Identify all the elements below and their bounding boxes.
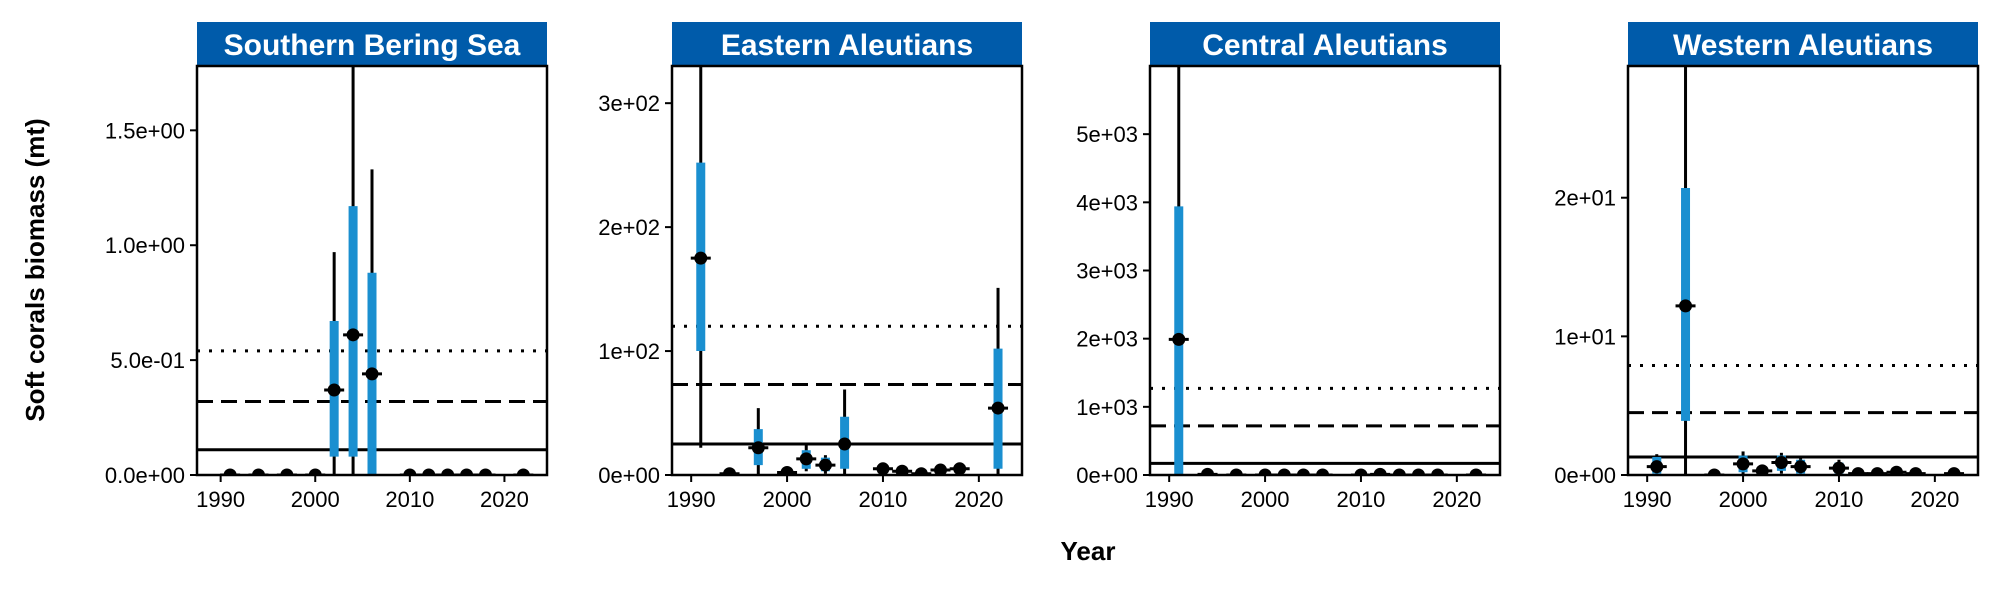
panel-border: [195, 64, 549, 477]
data-point: [1277, 468, 1291, 475]
data-point: [251, 468, 265, 475]
panel-2: Eastern Aleutians 0e+00 1e+02 2e+02 3e+02 199…: [598, 22, 1024, 512]
x-tick-label: 2010: [858, 487, 907, 512]
data-point: [1411, 468, 1425, 475]
data-point: [1707, 468, 1721, 475]
panel-border: [1626, 64, 1980, 477]
data-point: [308, 468, 322, 475]
panel-1: Southern Bering Sea 0.0e+00 5.0e-01 1.0e+00…: [105, 22, 549, 512]
data-point: [1296, 468, 1310, 475]
y-tick-label: 5.0e-01: [110, 348, 185, 373]
y-tick-label: 1.5e+00: [105, 118, 185, 143]
y-tick-label: 2e+02: [598, 215, 660, 240]
data-point: [441, 468, 455, 475]
y-tick-label: 1.0e+00: [105, 233, 185, 258]
y-tick-label: 2e+01: [1554, 186, 1616, 211]
panel-border: [670, 64, 1024, 477]
data-point: [1316, 468, 1330, 475]
x-tick-label: 2020: [1432, 487, 1481, 512]
data-point: [1258, 468, 1272, 475]
x-tick-label: 2020: [1910, 487, 1959, 512]
panel-data: [1150, 66, 1500, 475]
panel-border: [1148, 64, 1502, 477]
panel-title: Central Aleutians: [1202, 29, 1448, 62]
data-point: [479, 468, 493, 475]
data-point: [516, 468, 530, 475]
x-tick-label: 2020: [954, 487, 1003, 512]
panel-title: Western Aleutians: [1673, 29, 1933, 62]
y-tick-label: 0e+00: [1076, 463, 1138, 488]
y-tick-label: 0e+00: [598, 463, 660, 488]
panel-data: [197, 66, 547, 475]
y-tick-label: 0e+00: [1554, 463, 1616, 488]
x-tick-label: 2010: [1814, 487, 1863, 512]
y-axis-title: Soft corals biomass (mt): [20, 118, 50, 421]
x-tick-label: 1990: [667, 487, 716, 512]
y-tick-label: 0.0e+00: [105, 463, 185, 488]
x-tick-label: 2020: [480, 487, 529, 512]
x-tick-label: 2010: [1336, 487, 1385, 512]
x-tick-label: 2000: [763, 487, 812, 512]
panel-4: Western Aleutians 0e+00 1e+01 2e+01 1990 2000…: [1554, 22, 1980, 512]
x-tick-label: 2000: [1719, 487, 1768, 512]
data-point: [1354, 468, 1368, 475]
panel-data: [672, 66, 1022, 475]
y-tick-label: 4e+03: [1076, 190, 1138, 215]
y-tick-label: 1e+03: [1076, 395, 1138, 420]
x-axis-title: Year: [1061, 536, 1116, 566]
panel-title: Southern Bering Sea: [224, 29, 521, 62]
data-point: [1229, 468, 1243, 475]
y-tick-label: 1e+02: [598, 339, 660, 364]
y-tick-label: 5e+03: [1076, 122, 1138, 147]
x-tick-label: 1990: [196, 487, 245, 512]
data-point: [1431, 468, 1445, 475]
panel-strip: [672, 22, 1022, 66]
panel-strip: [1150, 22, 1500, 66]
panel-title: Eastern Aleutians: [721, 29, 973, 62]
y-tick-label: 3e+02: [598, 91, 660, 116]
x-tick-label: 2010: [385, 487, 434, 512]
panel-data: [1628, 66, 1978, 475]
data-point: [1469, 468, 1483, 475]
data-point: [403, 468, 417, 475]
data-point: [280, 468, 294, 475]
data-point: [422, 468, 436, 475]
panel-strip: [1628, 22, 1978, 66]
data-point: [1392, 468, 1406, 475]
x-tick-label: 2000: [1241, 487, 1290, 512]
y-tick-label: 2e+03: [1076, 327, 1138, 352]
x-tick-label: 1990: [1623, 487, 1672, 512]
y-tick-label: 3e+03: [1076, 259, 1138, 284]
x-tick-label: 1990: [1145, 487, 1194, 512]
data-point: [460, 468, 474, 475]
panel-3: Central Aleutians 0e+00 1e+03 2e+03 3e+03 4e+…: [1076, 22, 1502, 512]
data-point: [223, 468, 237, 475]
y-tick-label: 1e+01: [1554, 324, 1616, 349]
x-tick-label: 2000: [291, 487, 340, 512]
panel-strip: [197, 22, 547, 66]
